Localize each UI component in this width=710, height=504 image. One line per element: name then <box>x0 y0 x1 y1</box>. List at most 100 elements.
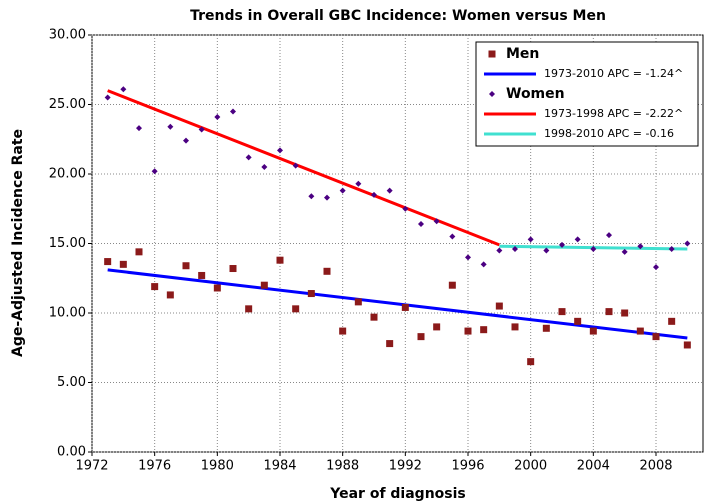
legend-label: 1998-2010 APC = -0.16 <box>544 127 674 140</box>
data-point <box>636 327 644 335</box>
y-tick-label: 15.00 <box>49 236 86 251</box>
x-tick-label: 2004 <box>577 459 610 474</box>
y-tick-label: 30.00 <box>49 28 86 43</box>
y-tick-label: 5.00 <box>57 375 86 390</box>
chart-title: Trends in Overall GBC Incidence: Women v… <box>190 8 606 24</box>
data-point <box>182 262 190 270</box>
data-point <box>245 305 253 313</box>
data-point <box>480 261 487 268</box>
data-point <box>151 168 158 175</box>
data-point <box>558 308 566 316</box>
data-point <box>683 341 691 349</box>
data-point <box>574 317 582 325</box>
data-point <box>308 193 315 200</box>
data-point <box>464 327 472 335</box>
x-tick-label: 1980 <box>201 459 234 474</box>
data-point <box>621 248 628 255</box>
legend-label: 1973-2010 APC = -1.24^ <box>544 67 683 80</box>
data-point <box>417 333 425 341</box>
legend-box <box>475 41 699 147</box>
data-point <box>151 283 159 291</box>
data-point <box>621 309 629 317</box>
legend-label: 1973-1998 APC = -2.22^ <box>544 107 683 120</box>
data-point <box>339 327 347 335</box>
data-point <box>527 236 534 243</box>
x-tick-label: 1972 <box>75 459 108 474</box>
data-point <box>198 126 205 133</box>
x-axis-label: Year of diagnosis <box>329 486 466 502</box>
legend-label: Women <box>506 86 565 102</box>
data-point <box>214 114 221 121</box>
y-tick-label: 25.00 <box>49 97 86 112</box>
data-point <box>512 246 518 253</box>
data-point <box>496 247 503 254</box>
data-point <box>307 290 315 298</box>
x-tick-label: 2000 <box>514 459 547 474</box>
data-point <box>668 317 676 325</box>
x-tick-label: 1976 <box>138 459 171 474</box>
data-point <box>590 246 597 253</box>
data-point <box>183 137 189 144</box>
legend-marker <box>488 50 496 58</box>
data-point <box>292 305 300 313</box>
data-point <box>448 281 456 289</box>
data-point <box>371 191 377 198</box>
data-point <box>261 164 268 171</box>
data-point <box>401 303 409 311</box>
data-point <box>386 187 393 194</box>
x-tick-label: 1996 <box>451 459 484 474</box>
data-point <box>511 323 519 331</box>
data-point <box>213 284 221 292</box>
data-point <box>480 326 488 334</box>
data-point <box>260 281 268 289</box>
data-point <box>637 243 644 250</box>
y-axis-label: Age-Adjusted Incidence Rate <box>10 129 26 357</box>
data-point <box>386 340 394 348</box>
data-point <box>668 246 675 253</box>
data-point <box>229 265 237 273</box>
data-point <box>324 194 330 201</box>
y-tick-label: 0.00 <box>57 445 86 460</box>
data-point <box>292 162 299 169</box>
data-point <box>402 205 409 212</box>
data-point <box>605 308 613 316</box>
trend-line <box>107 89 500 247</box>
data-point <box>606 232 612 239</box>
data-point <box>276 256 284 264</box>
data-point <box>543 247 550 254</box>
data-point <box>230 108 236 115</box>
data-point <box>527 358 535 366</box>
data-point <box>167 123 174 130</box>
data-point <box>135 248 143 256</box>
data-point <box>323 267 331 275</box>
y-tick-label: 20.00 <box>49 167 86 182</box>
x-tick-label: 1988 <box>326 459 359 474</box>
x-tick-label: 1984 <box>263 459 296 474</box>
data-point <box>653 264 659 271</box>
data-point <box>370 313 378 321</box>
data-point <box>574 236 581 243</box>
data-point <box>684 240 691 247</box>
data-point <box>166 291 174 299</box>
data-point <box>495 302 503 310</box>
y-tick-label: 10.00 <box>49 306 86 321</box>
data-point <box>339 187 346 194</box>
data-point <box>418 221 424 228</box>
data-point <box>652 333 660 341</box>
legend-label: Men <box>506 46 539 62</box>
data-point <box>449 233 456 240</box>
data-point <box>245 154 252 161</box>
data-point <box>104 94 111 101</box>
data-point <box>119 260 127 268</box>
data-point <box>354 298 362 306</box>
data-point <box>198 271 206 279</box>
legend-marker <box>489 91 495 97</box>
data-point <box>433 323 441 331</box>
data-point <box>277 147 283 154</box>
data-point <box>120 86 127 93</box>
data-point <box>465 254 471 261</box>
x-tick-label: 1992 <box>389 459 422 474</box>
x-tick-label: 2008 <box>639 459 672 474</box>
data-point <box>589 327 597 335</box>
